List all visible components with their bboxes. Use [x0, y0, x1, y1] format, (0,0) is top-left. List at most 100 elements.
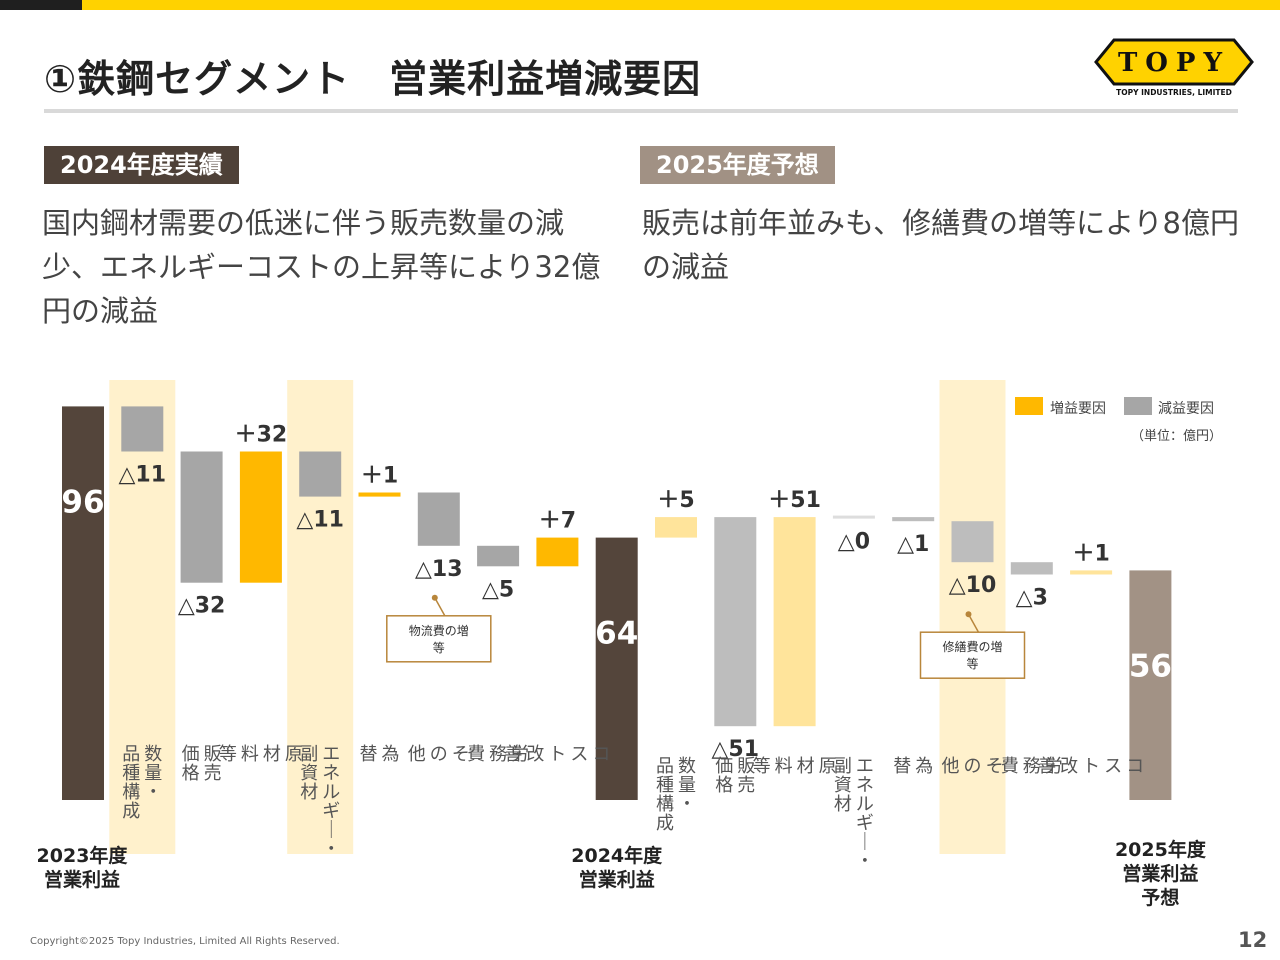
title-divider	[44, 109, 1238, 113]
bar-12	[714, 517, 757, 727]
category-label-char: ・	[678, 794, 696, 815]
category-label-char: ・	[856, 851, 874, 872]
category-label-char: 格	[182, 763, 200, 784]
category-label-char: ギ	[322, 801, 340, 822]
bar-3	[180, 451, 223, 583]
bar-6	[358, 492, 401, 497]
data-label: △51	[712, 737, 760, 762]
copyright-text: Copyright©2025 Topy Industries, Limited …	[30, 936, 340, 947]
category-label-char: 品	[122, 744, 140, 765]
top-bar-dark	[0, 0, 82, 10]
logo-text: TOPY	[1118, 48, 1230, 78]
legend-label-increase: 増益要因	[1050, 401, 1106, 417]
category-label-char: 改	[1060, 756, 1078, 777]
data-label: ＋51	[768, 488, 821, 513]
category-label-char: の	[430, 744, 448, 765]
category-label-char: 構	[656, 794, 674, 815]
category-label: 予想	[1141, 886, 1179, 909]
data-label: △11	[119, 463, 167, 488]
note-box	[919, 631, 1026, 679]
bar-17	[1010, 562, 1053, 575]
bar-16	[951, 521, 994, 563]
unit-label: （単位：億円）	[1131, 428, 1222, 444]
legend-label-decrease: 減益要因	[1158, 400, 1214, 417]
bar-15	[892, 517, 935, 522]
bar-11	[655, 517, 697, 538]
category-label-char: 価	[715, 756, 733, 777]
category-label-char: 販	[737, 756, 755, 777]
forecast-summary-text: 販売は前年並みも、修繕費の増等により8億円の減益	[642, 206, 1240, 284]
data-label: △11	[296, 508, 344, 533]
note-text: 修繕費の増	[942, 639, 1002, 654]
note-text: 物流費の増	[409, 623, 469, 638]
category-label-char: 数	[144, 744, 162, 765]
bar-14	[832, 515, 875, 519]
category-label-char: 売	[204, 763, 222, 784]
category-label-char: 他	[942, 756, 960, 777]
page-number: 12	[1238, 928, 1268, 952]
logo-subtext: TOPY INDUSTRIES, LIMITED	[1116, 88, 1232, 97]
bar-4	[239, 451, 282, 583]
category-label-char: 労	[511, 744, 529, 765]
category-label-char: ス	[570, 744, 588, 765]
category-label-char: 価	[182, 744, 200, 765]
data-label: △5	[482, 577, 514, 602]
note-box	[386, 615, 492, 663]
category-label-char: ｜	[856, 832, 874, 853]
actual-summary-text: 国内鋼材需要の低迷に伴う販売数量の減少、エネルギーコストの上昇等により32億円の…	[42, 206, 601, 328]
data-label: 64	[595, 616, 638, 652]
category-label-char: 料	[241, 744, 259, 765]
category-label-char: ｜	[322, 820, 340, 841]
category-label-char: ト	[1082, 756, 1100, 777]
note-text: 等	[433, 641, 445, 655]
category-label: 営業利益	[1122, 862, 1198, 885]
bar-18	[1070, 570, 1113, 575]
note-line	[967, 613, 980, 633]
bar-2	[121, 406, 164, 452]
category-label-char: 改	[526, 744, 544, 765]
data-label: △0	[838, 530, 870, 555]
category-label-char: 原	[285, 744, 303, 765]
bar-13	[773, 517, 816, 727]
category-label: 2025年度	[1115, 838, 1207, 861]
category-label-char: 品	[656, 756, 674, 777]
note-line	[434, 597, 446, 617]
category-label-char: エ	[856, 756, 874, 777]
highlight-band	[287, 380, 354, 854]
category-label-char: 労	[1045, 756, 1063, 777]
bar-1	[62, 406, 104, 800]
category-label: 2023年度	[37, 844, 129, 867]
category-label-char: 他	[408, 744, 426, 765]
top-bar-accent	[82, 0, 1280, 10]
category-label-char: そ	[986, 756, 1004, 777]
category-label-char: 販	[204, 744, 222, 765]
category-label-char: ・	[144, 782, 162, 803]
category-label: 2024年度	[571, 844, 663, 867]
category-label-char: 務	[489, 744, 507, 765]
category-label-char: そ	[452, 744, 470, 765]
category-label-char: 務	[1023, 756, 1041, 777]
category-label-char: コ	[1126, 756, 1144, 777]
category-label-char: 等	[753, 756, 771, 777]
category-label-char: 量	[678, 775, 696, 796]
bar-9	[536, 537, 579, 567]
category-label-char: 等	[219, 744, 237, 765]
data-label: △13	[415, 557, 463, 582]
category-label-char: ル	[322, 782, 340, 803]
legend-swatch-increase	[1015, 397, 1043, 415]
category-label-char: 原	[819, 756, 837, 777]
category-label-char: 為	[915, 756, 933, 777]
category-label-char: 材	[300, 782, 318, 803]
category-label: 営業利益	[579, 868, 655, 891]
bar-5	[299, 451, 342, 497]
waterfall-chart: 96 △11 △32 ＋32 △11 ＋1 △13 △5 ＋7 64 ＋5 △51 ＋51 △0 △1 △10…	[37, 380, 1222, 909]
category-label-char: 資	[300, 763, 318, 784]
data-label: ＋1	[1072, 541, 1109, 566]
category-label-char: ・	[322, 839, 340, 860]
category-label-char: 材	[834, 794, 852, 815]
category-label-char: 成	[656, 813, 674, 834]
category-label-char: 副	[834, 756, 852, 777]
bar-7	[417, 492, 460, 546]
category-label-char: 料	[775, 756, 793, 777]
legend-swatch-decrease	[1124, 397, 1152, 415]
